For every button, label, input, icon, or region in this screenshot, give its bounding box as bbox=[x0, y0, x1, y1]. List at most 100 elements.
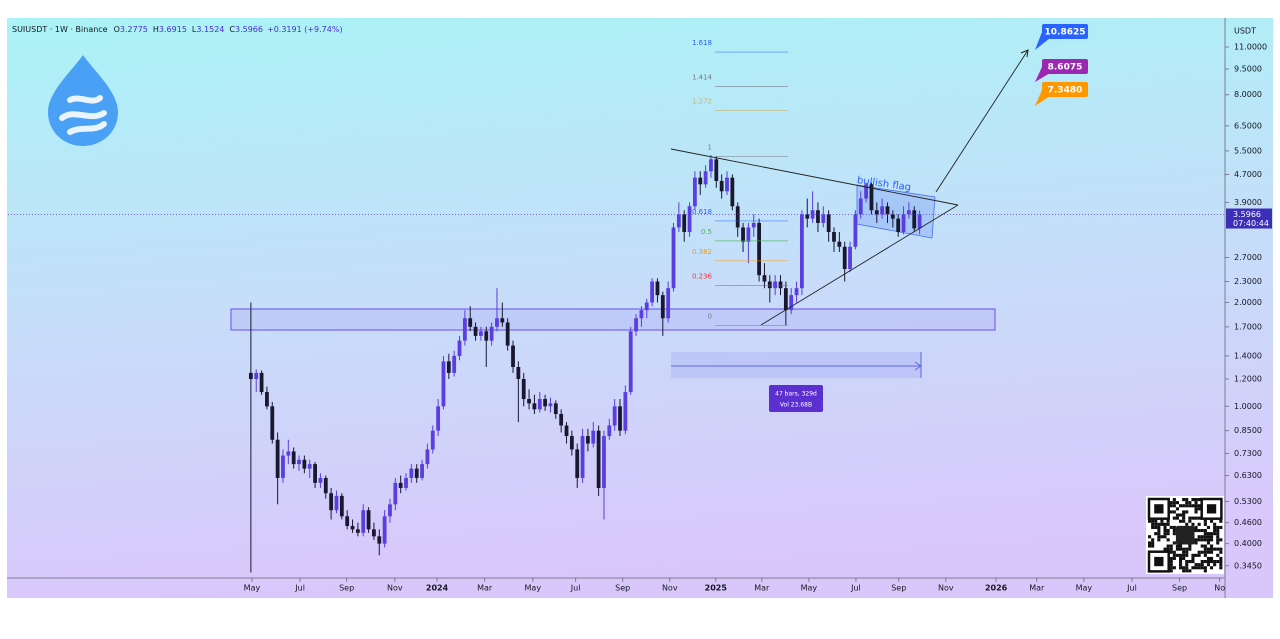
candle-body bbox=[420, 464, 424, 478]
qr-cell bbox=[1182, 510, 1186, 514]
qr-cell bbox=[1188, 504, 1192, 508]
qr-cell bbox=[1197, 535, 1201, 539]
candle-body bbox=[591, 430, 596, 444]
candle-body bbox=[457, 340, 462, 356]
qr-cell bbox=[1182, 498, 1186, 502]
candle-body bbox=[714, 159, 719, 181]
qr-cell bbox=[1213, 547, 1217, 551]
qr-cell bbox=[1194, 507, 1198, 511]
qr-cell bbox=[1219, 556, 1223, 560]
qr-cell bbox=[1200, 529, 1204, 533]
y-tick-label: 0.4000 bbox=[1234, 539, 1262, 548]
qr-cell bbox=[1213, 563, 1217, 567]
qr-cell bbox=[1197, 516, 1201, 520]
qr-cell bbox=[1179, 519, 1183, 523]
qr-cell bbox=[1210, 519, 1214, 523]
candle-body bbox=[521, 379, 526, 400]
candle-body bbox=[345, 516, 350, 526]
candle-body bbox=[842, 246, 847, 270]
y-tick-label: 1.0000 bbox=[1234, 402, 1262, 411]
qr-cell bbox=[1182, 519, 1186, 523]
qr-cell bbox=[1194, 525, 1198, 529]
fib-label: 1.618 bbox=[692, 39, 712, 47]
candle-body bbox=[612, 406, 617, 426]
qr-cell bbox=[1182, 513, 1186, 517]
candle-body bbox=[794, 288, 799, 296]
candle-body bbox=[516, 367, 521, 380]
target-label: 8.6075 bbox=[1048, 63, 1083, 73]
candle-body bbox=[896, 218, 901, 233]
qr-cell bbox=[1185, 522, 1189, 526]
x-tick-label: 2026 bbox=[985, 584, 1008, 593]
qr-cell bbox=[1191, 553, 1195, 557]
target-arrow-head bbox=[1020, 49, 1029, 58]
candle-body bbox=[377, 536, 382, 544]
candle-body bbox=[602, 436, 606, 488]
candle-body bbox=[709, 159, 713, 172]
candle-body bbox=[286, 451, 291, 456]
y-tick-label: 0.6300 bbox=[1234, 471, 1262, 480]
candle-body bbox=[537, 399, 542, 410]
ohlc-value: 3.1524 bbox=[196, 25, 224, 34]
qr-cell bbox=[1148, 535, 1152, 539]
qr-cell bbox=[1194, 553, 1198, 557]
qr-cell bbox=[1182, 553, 1186, 557]
measure-box bbox=[671, 352, 921, 378]
candle-body bbox=[671, 227, 676, 289]
qr-cell bbox=[1188, 519, 1192, 523]
candle-body bbox=[339, 495, 344, 517]
qr-cell bbox=[1197, 550, 1201, 554]
qr-cell bbox=[1175, 507, 1179, 511]
candle-body bbox=[275, 439, 280, 478]
x-tick-label: Mar bbox=[1029, 584, 1045, 593]
candle-body bbox=[350, 525, 355, 530]
qr-cell bbox=[1203, 566, 1207, 570]
qr-finder bbox=[1200, 497, 1223, 520]
qr-cell bbox=[1206, 541, 1210, 545]
qr-cell bbox=[1175, 513, 1179, 517]
ohlc-key: H bbox=[153, 25, 159, 34]
qr-cell bbox=[1216, 553, 1220, 557]
qr-cell bbox=[1157, 529, 1161, 533]
qr-cell bbox=[1172, 504, 1176, 508]
y-tick-label: 0.7300 bbox=[1234, 449, 1262, 458]
candle-body bbox=[826, 214, 831, 233]
qr-cell bbox=[1163, 547, 1167, 551]
qr-cell bbox=[1188, 560, 1192, 564]
candle-body bbox=[719, 180, 724, 192]
candle-body bbox=[430, 430, 435, 450]
logo bbox=[48, 55, 118, 146]
qr-cell bbox=[1194, 541, 1198, 545]
candle-body bbox=[548, 403, 553, 407]
qr-cell bbox=[1154, 532, 1158, 536]
qr-cell bbox=[1203, 550, 1207, 554]
qr-cell bbox=[1151, 519, 1155, 523]
qr-cell bbox=[1203, 544, 1207, 548]
qr-cell bbox=[1210, 535, 1214, 539]
qr-cell bbox=[1172, 556, 1176, 560]
qr-cell bbox=[1210, 538, 1214, 542]
qr-cell bbox=[1169, 560, 1173, 564]
qr-cell bbox=[1151, 541, 1155, 545]
qr-cell bbox=[1200, 560, 1204, 564]
candle-body bbox=[254, 372, 259, 380]
candle-body bbox=[500, 318, 505, 323]
qr-cell bbox=[1157, 538, 1161, 542]
support-zone bbox=[230, 308, 996, 331]
qr-cell bbox=[1219, 560, 1223, 564]
qr-cell bbox=[1203, 532, 1207, 536]
qr-cell bbox=[1169, 510, 1173, 514]
x-tick-label: May bbox=[1076, 584, 1093, 593]
qr-cell bbox=[1203, 553, 1207, 557]
qr-cell bbox=[1219, 519, 1223, 523]
qr-cell bbox=[1197, 538, 1201, 542]
x-tick-label: Nov bbox=[938, 584, 954, 593]
qr-cell bbox=[1179, 513, 1183, 517]
candle-body bbox=[751, 222, 756, 228]
qr-cell bbox=[1191, 560, 1195, 564]
candle-body bbox=[329, 493, 334, 511]
candle-body bbox=[650, 281, 655, 303]
y-tick-label: 6.5000 bbox=[1234, 121, 1262, 130]
candle-body bbox=[783, 288, 788, 311]
candle-body bbox=[917, 214, 922, 229]
